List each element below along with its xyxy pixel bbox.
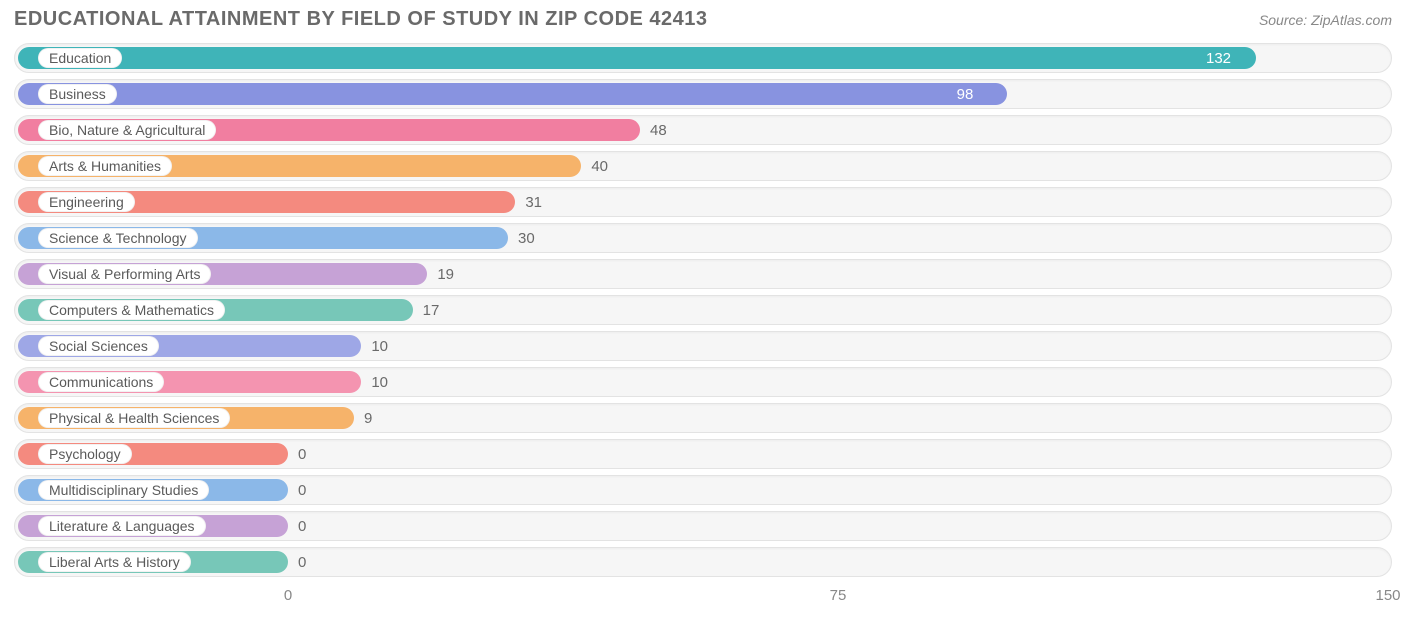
x-axis-tick: 75 (830, 587, 847, 604)
bar-fill (18, 47, 1256, 69)
bar-label: Visual & Performing Arts (38, 264, 211, 284)
bar-value: 19 (437, 259, 454, 289)
bar-row: Literature & Languages 0 (14, 511, 1392, 541)
bar-row: Physical & Health Sciences 9 (14, 403, 1392, 433)
chart-container: EDUCATIONAL ATTAINMENT BY FIELD OF STUDY… (0, 0, 1406, 631)
bar-value: 0 (298, 511, 306, 541)
x-axis-tick: 150 (1375, 587, 1400, 604)
bar-label: Multidisciplinary Studies (38, 480, 209, 500)
bars-area: Education 132 Business 98 Bio, Nature & Agri… (14, 43, 1392, 577)
bar-label: Engineering (38, 192, 135, 212)
bar-row: Computers & Mathematics 17 (14, 295, 1392, 325)
bar-value: 10 (371, 367, 388, 397)
bar-label: Literature & Languages (38, 516, 206, 536)
bar-value: 40 (591, 151, 608, 181)
bar-value: 17 (423, 295, 440, 325)
x-axis: 075150 (14, 583, 1392, 613)
bar-row: Arts & Humanities 40 (14, 151, 1392, 181)
bar-value: 0 (298, 439, 306, 469)
bar-value: 132 (1206, 43, 1231, 73)
bar-label: Science & Technology (38, 228, 198, 248)
bar-row: Engineering 31 (14, 187, 1392, 217)
bar-label: Arts & Humanities (38, 156, 172, 176)
bar-label: Business (38, 84, 117, 104)
bar-label: Education (38, 48, 122, 68)
bar-row: Visual & Performing Arts 19 (14, 259, 1392, 289)
bar-value: 31 (525, 187, 542, 217)
chart-title: EDUCATIONAL ATTAINMENT BY FIELD OF STUDY… (14, 8, 708, 31)
bar-label: Social Sciences (38, 336, 159, 356)
bar-fill (18, 83, 1007, 105)
bar-row: Social Sciences 10 (14, 331, 1392, 361)
bar-value: 0 (298, 547, 306, 577)
bar-label: Bio, Nature & Agricultural (38, 120, 216, 140)
bar-row: Liberal Arts & History 0 (14, 547, 1392, 577)
bar-row: Education 132 (14, 43, 1392, 73)
bar-label: Communications (38, 372, 164, 392)
bar-label: Computers & Mathematics (38, 300, 225, 320)
bar-label: Psychology (38, 444, 132, 464)
bar-label: Liberal Arts & History (38, 552, 191, 572)
bar-row: Psychology 0 (14, 439, 1392, 469)
bar-value: 0 (298, 475, 306, 505)
bar-value: 9 (364, 403, 372, 433)
bar-row: Science & Technology 30 (14, 223, 1392, 253)
header-row: EDUCATIONAL ATTAINMENT BY FIELD OF STUDY… (14, 8, 1392, 31)
bar-row: Bio, Nature & Agricultural 48 (14, 115, 1392, 145)
bar-value: 10 (371, 331, 388, 361)
bar-value: 98 (957, 79, 974, 109)
bar-row: Business 98 (14, 79, 1392, 109)
bar-row: Multidisciplinary Studies 0 (14, 475, 1392, 505)
x-axis-tick: 0 (284, 587, 292, 604)
chart-source: Source: ZipAtlas.com (1259, 8, 1392, 28)
bar-row: Communications 10 (14, 367, 1392, 397)
bar-value: 48 (650, 115, 667, 145)
bar-value: 30 (518, 223, 535, 253)
bar-label: Physical & Health Sciences (38, 408, 230, 428)
